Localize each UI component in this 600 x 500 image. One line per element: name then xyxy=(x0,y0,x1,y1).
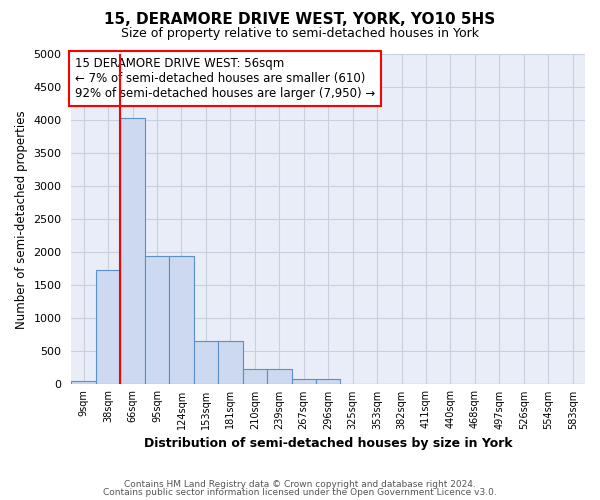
X-axis label: Distribution of semi-detached houses by size in York: Distribution of semi-detached houses by … xyxy=(144,437,512,450)
Bar xyxy=(218,341,242,384)
Bar xyxy=(267,368,292,384)
Bar xyxy=(292,379,316,384)
Bar xyxy=(145,256,169,384)
Bar xyxy=(71,381,96,384)
Text: Size of property relative to semi-detached houses in York: Size of property relative to semi-detach… xyxy=(121,28,479,40)
Text: 15, DERAMORE DRIVE WEST, YORK, YO10 5HS: 15, DERAMORE DRIVE WEST, YORK, YO10 5HS xyxy=(104,12,496,28)
Text: Contains HM Land Registry data © Crown copyright and database right 2024.: Contains HM Land Registry data © Crown c… xyxy=(124,480,476,489)
Text: 15 DERAMORE DRIVE WEST: 56sqm
← 7% of semi-detached houses are smaller (610)
92%: 15 DERAMORE DRIVE WEST: 56sqm ← 7% of se… xyxy=(75,56,376,100)
Text: Contains public sector information licensed under the Open Government Licence v3: Contains public sector information licen… xyxy=(103,488,497,497)
Bar xyxy=(169,256,194,384)
Bar xyxy=(121,118,145,384)
Bar xyxy=(316,379,340,384)
Bar xyxy=(194,341,218,384)
Bar xyxy=(242,368,267,384)
Y-axis label: Number of semi-detached properties: Number of semi-detached properties xyxy=(15,110,28,328)
Bar xyxy=(96,270,121,384)
